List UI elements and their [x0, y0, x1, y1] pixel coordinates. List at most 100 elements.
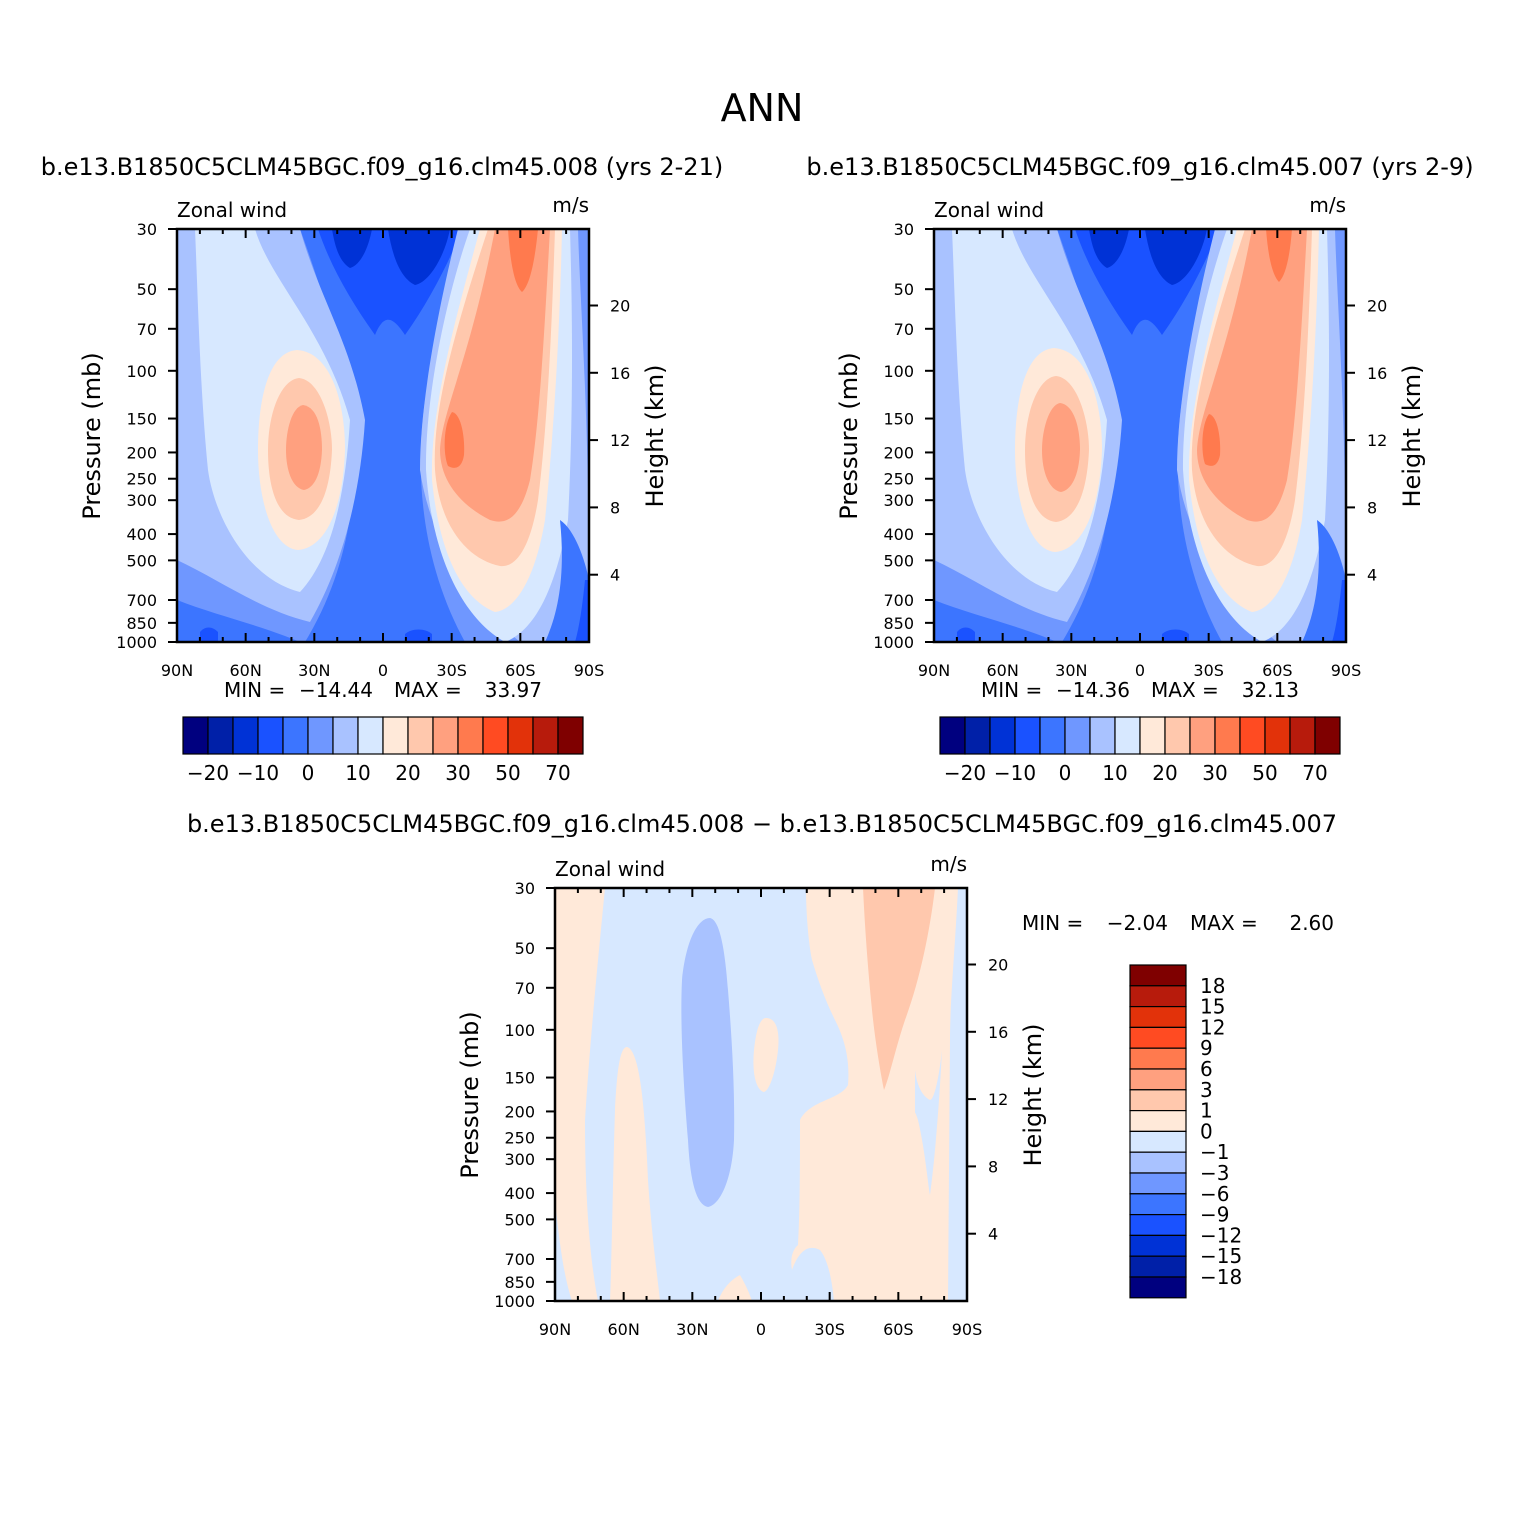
contour-band	[718, 1275, 752, 1301]
y-tick-label: 400	[126, 525, 157, 544]
colorbar-label: −15	[1200, 1244, 1242, 1268]
contour-band	[332, 229, 372, 268]
contour-band	[286, 405, 322, 490]
x-tick-label: 30N	[676, 1320, 708, 1339]
y-axis-label: Pressure (mb)	[835, 352, 863, 519]
colorbar-swatch	[1139, 716, 1166, 755]
colorbar-swatch	[1039, 716, 1066, 755]
y-tick-label: 1000	[873, 633, 914, 652]
colorbar-swatch	[282, 716, 309, 755]
colorbar-swatch	[1129, 1047, 1187, 1070]
stats-line: MIN = −2.04 MAX = 2.60	[1022, 911, 1334, 935]
y-tick-label: 850	[504, 1273, 535, 1292]
y-tick-label: 250	[504, 1129, 535, 1148]
colorbar-swatch	[1214, 716, 1241, 755]
colorbar-label: 20	[395, 761, 420, 785]
colorbar-label: −9	[1200, 1203, 1229, 1227]
colorbar-swatch	[1129, 1130, 1187, 1153]
colorbar-label: 0	[1059, 761, 1072, 785]
contour-field	[555, 888, 967, 1301]
panel-title: b.e13.B1850C5CLM45BGC.f09_g16.clm45.008 …	[187, 810, 1337, 838]
x-tick-label: 30S	[814, 1320, 845, 1339]
y-tick-label: 1000	[116, 633, 157, 652]
y-tick-label: 250	[883, 470, 914, 489]
plot-frame	[175, 227, 591, 644]
y2-tick-label: 20	[1367, 296, 1387, 315]
colorbar-swatch	[1114, 716, 1141, 755]
y-tick-label: 100	[504, 1021, 535, 1040]
contour-band	[300, 229, 470, 642]
min-value: −14.44	[299, 678, 373, 702]
y2-tick-label: 20	[610, 296, 630, 315]
y2-tick-label: 16	[1367, 364, 1387, 383]
min-label: MIN =	[1022, 911, 1083, 935]
colorbar-swatch	[557, 716, 584, 755]
colorbar-label: 3	[1200, 1078, 1213, 1102]
min-value: −2.04	[1107, 911, 1168, 935]
y-tick-label: 300	[883, 491, 914, 510]
y-tick-label: 70	[894, 320, 914, 339]
x-tick-label: 90N	[539, 1320, 571, 1339]
x-tick-label: 30S	[1193, 661, 1224, 680]
colorbar-label: 30	[445, 761, 470, 785]
colorbar-label: 50	[1252, 761, 1277, 785]
panel-title: b.e13.B1850C5CLM45BGC.f09_g16.clm45.007 …	[806, 153, 1473, 181]
y-tick-label: 300	[504, 1150, 535, 1169]
y-tick-label: 50	[515, 939, 535, 958]
colorbar-label: 0	[302, 761, 315, 785]
colorbar-swatch	[1239, 716, 1266, 755]
y-tick-label: 30	[515, 879, 535, 898]
contour-band	[575, 580, 589, 642]
colorbar-label: −20	[944, 761, 986, 785]
y2-tick-label: 8	[1367, 498, 1377, 517]
y-tick-label: 850	[126, 614, 157, 633]
colorbar-label: −20	[187, 761, 229, 785]
y2-axis-label: Height (km)	[1019, 1024, 1047, 1167]
colorbar-swatch	[1129, 1276, 1187, 1299]
colorbar-label: −12	[1200, 1223, 1242, 1247]
x-tick-label: 30S	[436, 661, 467, 680]
colorbar-swatch	[1314, 716, 1341, 755]
y-tick-label: 100	[126, 362, 157, 381]
colorbar-swatch	[532, 716, 559, 755]
colorbar-swatch	[357, 716, 384, 755]
colorbar-label: 1	[1200, 1099, 1213, 1123]
contour-band	[1332, 580, 1346, 642]
colorbar-swatch	[507, 716, 534, 755]
colorbar-swatch	[1129, 1234, 1187, 1257]
colorbar-label: 15	[1200, 995, 1225, 1019]
y-tick-label: 700	[504, 1250, 535, 1269]
colorbar-swatch	[1129, 1172, 1187, 1195]
y-tick-label: 50	[137, 280, 157, 299]
x-tick-label: 90N	[161, 661, 193, 680]
colorbar-label: 70	[545, 761, 570, 785]
colorbar-swatch	[207, 716, 234, 755]
colorbar-swatch	[1129, 1068, 1187, 1091]
colorbar-swatch	[182, 716, 209, 755]
contour-band	[791, 888, 958, 1301]
colorbar-swatch	[1089, 716, 1116, 755]
colorbar-swatch	[1129, 1109, 1187, 1132]
contour-band	[405, 629, 432, 642]
colorbar-swatch	[1064, 716, 1091, 755]
contour-band	[444, 412, 465, 468]
colorbar-swatch	[964, 716, 991, 755]
colorbar-label: 18	[1200, 974, 1225, 998]
max-value: 32.13	[1242, 678, 1299, 702]
y2-axis-label: Height (km)	[1398, 365, 1426, 508]
y-tick-label: 150	[504, 1069, 535, 1088]
contour-band	[555, 888, 605, 1301]
contour-band	[681, 918, 735, 1207]
contour-band	[1162, 629, 1189, 642]
y-tick-label: 400	[504, 1184, 535, 1203]
y-tick-label: 250	[126, 470, 157, 489]
plot-frame	[932, 227, 1348, 644]
y-tick-label: 150	[126, 410, 157, 429]
panel-run-007: b.e13.B1850C5CLM45BGC.f09_g16.clm45.007 …	[806, 153, 1473, 785]
colorbar: −20 −10 0 10 20 30 50 70	[939, 716, 1341, 785]
y2-tick-label: 8	[988, 1157, 998, 1176]
page-title: ANN	[720, 86, 804, 130]
colorbar-swatch	[989, 716, 1016, 755]
y2-tick-label: 12	[988, 1090, 1008, 1109]
